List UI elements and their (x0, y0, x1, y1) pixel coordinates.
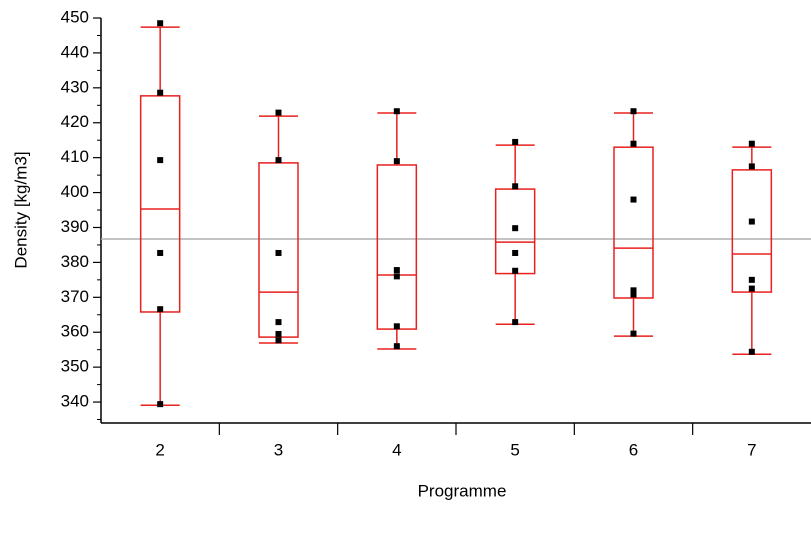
y-tick-label: 350 (61, 357, 89, 376)
y-tick-label: 360 (61, 322, 89, 341)
data-point (512, 225, 519, 232)
data-point (630, 287, 637, 294)
data-point (630, 140, 637, 147)
y-axis-label: Density [kg/m3] (11, 151, 30, 268)
y-tick-label: 340 (61, 392, 89, 411)
data-point (157, 20, 164, 27)
data-point (512, 183, 519, 190)
x-axis-label: Programme (418, 481, 507, 500)
data-point (748, 218, 755, 225)
y-tick-label: 370 (61, 287, 89, 306)
data-point (748, 276, 755, 283)
x-tick-label: 4 (392, 440, 401, 459)
x-tick-label: 7 (747, 440, 756, 459)
y-tick-label: 440 (61, 42, 89, 61)
y-tick-label: 390 (61, 217, 89, 236)
box (376, 164, 418, 330)
data-point (157, 157, 164, 164)
data-point (157, 401, 164, 408)
data-point (393, 108, 400, 115)
box (139, 95, 181, 313)
data-point (512, 319, 519, 326)
data-point (748, 140, 755, 147)
data-point (748, 348, 755, 355)
data-point (157, 249, 164, 256)
data-point (748, 163, 755, 170)
data-point (393, 158, 400, 165)
x-tick-label: 5 (510, 440, 519, 459)
data-point (393, 323, 400, 330)
box (731, 169, 773, 293)
data-point (275, 337, 282, 344)
y-tick-label: 380 (61, 252, 89, 271)
x-tick-label: 2 (155, 440, 164, 459)
data-point (512, 267, 519, 274)
data-point (630, 330, 637, 337)
data-point (157, 89, 164, 96)
y-tick-label: 400 (61, 182, 89, 201)
data-point (275, 330, 282, 337)
x-tick-label: 3 (274, 440, 283, 459)
x-tick-label: 6 (629, 440, 638, 459)
data-point (512, 138, 519, 145)
data-point (748, 285, 755, 292)
data-point (275, 157, 282, 164)
y-tick-label: 410 (61, 147, 89, 166)
data-point (393, 343, 400, 350)
data-point (512, 249, 519, 256)
y-tick-label: 420 (61, 112, 89, 131)
data-point (393, 267, 400, 274)
data-point (630, 196, 637, 203)
data-point (275, 249, 282, 256)
data-point (630, 291, 637, 298)
box (494, 188, 536, 275)
box (613, 146, 654, 299)
data-point (393, 273, 400, 280)
y-tick-label: 450 (61, 7, 89, 26)
data-point (157, 306, 164, 313)
data-point (630, 108, 637, 115)
y-tick-label: 430 (61, 77, 89, 96)
data-point (275, 109, 282, 116)
data-point (275, 319, 282, 326)
